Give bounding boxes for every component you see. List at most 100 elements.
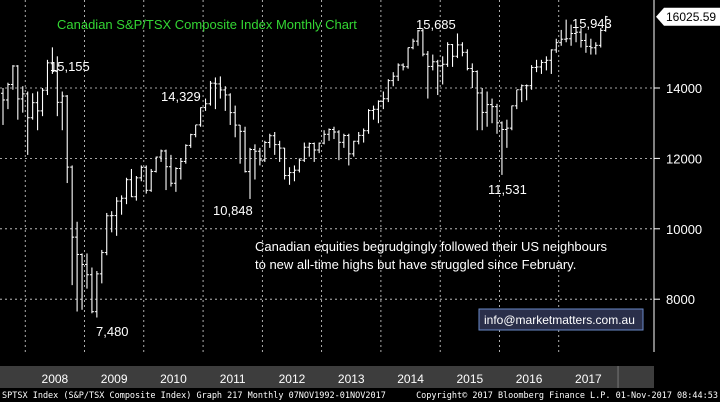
ohlc-bar: [252, 144, 257, 180]
ohlc-bar: [356, 132, 361, 145]
annotation-label: 15,685: [416, 17, 456, 32]
ohlc-bar: [401, 63, 406, 71]
ohlc-bar: [183, 144, 188, 164]
ohlc-bar: [109, 211, 114, 233]
ohlc-bar: [544, 56, 549, 71]
ohlc-bar: [331, 126, 336, 140]
ohlc-bar: [499, 121, 504, 175]
ohlc-bar: [549, 49, 554, 74]
ohlc-bar: [485, 91, 490, 127]
ohlc-bar: [228, 93, 233, 125]
last-value-flag: 16025.59: [656, 7, 720, 26]
ohlc-bar: [154, 156, 159, 173]
ohlc-bar: [415, 29, 420, 46]
ohlc-bar: [569, 24, 574, 46]
ohlc-bar: [583, 33, 588, 53]
ohlc-bar: [302, 142, 307, 162]
ohlc-bar: [475, 70, 480, 131]
ohlc-bar: [529, 65, 534, 90]
ohlc-bar: [5, 82, 10, 110]
ohlc-bar: [1, 88, 5, 125]
ohlc-bar: [89, 267, 94, 314]
ohlc-bar: [10, 65, 15, 90]
gridlines: [0, 0, 654, 352]
ohlc-bar: [430, 54, 435, 71]
x-tick-label: 2011: [220, 372, 246, 386]
ohlc-bar: [104, 212, 109, 256]
ohlc-bar: [218, 76, 223, 99]
ohlc-bar: [386, 79, 391, 103]
annotation-label: 14,329: [161, 89, 201, 104]
ohlc-bar: [327, 128, 332, 141]
ohlc-bar: [80, 253, 85, 310]
ohlc-bar: [94, 271, 99, 318]
annotation-label: 15,155: [50, 59, 90, 74]
ohlc-bar: [351, 140, 356, 157]
ohlc-bar: [361, 128, 366, 143]
ohlc-bar: [84, 253, 89, 289]
ohlc-bar: [336, 130, 341, 161]
ohlc-bar: [119, 195, 124, 215]
ohlc-bar: [168, 154, 173, 187]
ohlc-bar: [396, 63, 401, 81]
ohlc-bar: [164, 149, 169, 191]
comment-line: Canadian equities begrudgingly followed …: [255, 239, 607, 254]
ohlc-bar: [603, 15, 608, 32]
last-value-label: 16025.59: [666, 10, 716, 24]
footer-left: SPTSX Index (S&P/TSX Composite Index) Gr…: [2, 391, 386, 401]
ohlc-bar: [366, 109, 371, 134]
ohlc-bar: [381, 91, 386, 110]
x-tick-label: 2017: [575, 372, 602, 386]
ohlc-bar: [578, 28, 583, 48]
ohlc-bar: [376, 100, 381, 124]
ohlc-bar: [287, 167, 292, 185]
annotation-label: 7,480: [96, 324, 129, 339]
ohlc-bar: [223, 86, 228, 111]
contact-email-box[interactable]: [478, 308, 644, 331]
ohlc-bar: [55, 56, 60, 117]
last-value-background: [656, 7, 720, 26]
ohlc-bar: [277, 140, 282, 162]
ohlc-bar: [159, 149, 164, 162]
ohlc-bar: [178, 158, 183, 180]
ohlc-bar: [445, 42, 450, 67]
ohlc-bar: [149, 168, 154, 192]
ohlc-bar: [346, 133, 351, 166]
ohlc-bar: [598, 28, 603, 48]
ohlc-bar: [233, 105, 238, 138]
ohlc-bar: [75, 221, 80, 312]
ohlc-bar: [144, 165, 149, 194]
x-axis-ticks: 2008 2009 2010 2011 2012 2013 2014 2015 2016 2017: [42, 366, 619, 388]
ohlc-bar: [341, 133, 346, 148]
ohlc-bar: [539, 59, 544, 74]
ohlc-bar: [514, 89, 519, 110]
ohlc-bar: [534, 59, 539, 73]
ohlc-bar: [129, 168, 134, 198]
ohlc-bar: [470, 63, 475, 88]
x-tick-label: 2013: [338, 372, 365, 386]
comment-line: to new all-time highs but have struggled…: [255, 257, 576, 272]
ohlc-bar: [188, 133, 193, 148]
ohlc-bar: [262, 140, 267, 162]
ohlc-bar: [391, 72, 396, 87]
ohlc-bar: [307, 142, 312, 157]
ohlc-bar: [519, 84, 524, 103]
ohlc-bar: [297, 158, 302, 173]
contact-email[interactable]: info@marketmatters.com.au: [484, 313, 635, 327]
x-tick-label: 2014: [397, 372, 424, 386]
ohlc-bar: [559, 29, 564, 46]
ohlc-bar: [490, 98, 495, 124]
y-axis-ticks: 8000 10000 12000 14000: [654, 81, 702, 307]
ohlc-bar: [193, 124, 198, 138]
ohlc-bar: [425, 51, 430, 99]
x-tick-label: 2012: [279, 372, 306, 386]
x-tick-label: 2008: [42, 372, 69, 386]
ohlc-bar: [455, 33, 460, 59]
ohlc-bar: [267, 133, 272, 148]
ohlc-bar: [45, 59, 50, 96]
ohlc-bar: [564, 19, 569, 43]
ohlc-bar: [238, 124, 243, 164]
ohlc-bar: [495, 103, 499, 134]
ohlc-bar: [124, 177, 129, 205]
ohlc-bar: [524, 84, 529, 101]
